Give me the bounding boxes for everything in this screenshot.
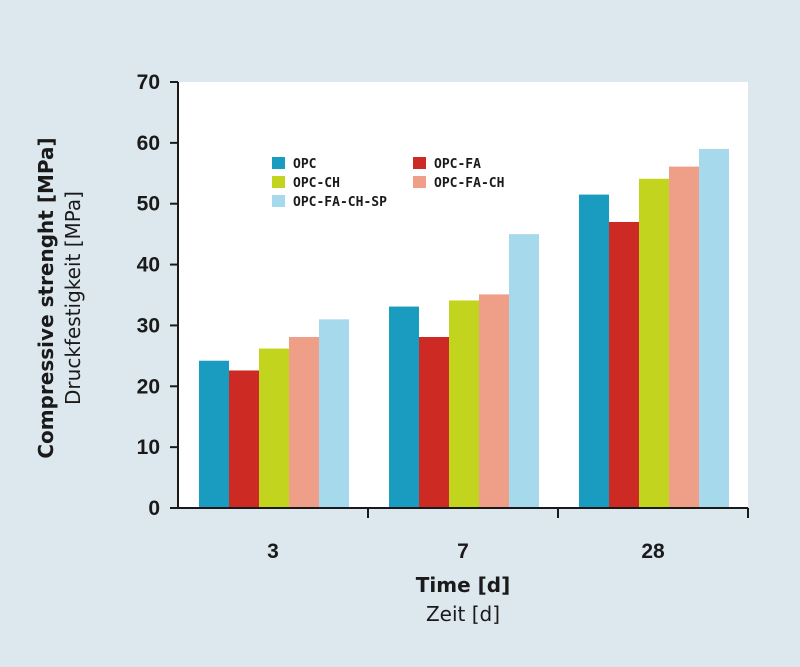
x-axis-subtitle: Zeit [d]: [426, 602, 500, 626]
y-axis-title: Compressive strenght [MPa]: [34, 137, 58, 458]
bar-opc-ch-day-7: [449, 300, 479, 508]
y-tick-label: 60: [137, 132, 160, 155]
legend-label: OPC-FA-CH: [434, 176, 504, 191]
legend-label: OPC-CH: [293, 176, 340, 191]
legend-label: OPC: [293, 157, 316, 172]
bar-opc-fa-ch-sp-day-28: [699, 148, 729, 508]
bar-opc-fa-ch-day-7: [479, 294, 509, 508]
x-category-label: 28: [641, 540, 665, 563]
y-tick-label: 30: [137, 314, 160, 337]
bar-opc-fa-ch-day-3: [289, 336, 319, 508]
bars-group: [199, 148, 729, 509]
legend-label: OPC-FA-CH-SP: [293, 195, 387, 210]
bar-opc-fa-ch-sp-day-3: [319, 319, 349, 508]
bar-opc-day-3: [199, 360, 229, 508]
y-tick-label: 70: [137, 71, 160, 94]
y-tick-label: 50: [137, 193, 160, 216]
bar-opc-fa-ch-sp-day-7: [509, 234, 539, 508]
x-category-label: 3: [267, 540, 279, 563]
y-tick-label: 40: [137, 254, 160, 277]
legend-label: OPC-FA: [434, 157, 481, 172]
x-axis-title: Time [d]: [416, 573, 510, 597]
bar-opc-fa-day-28: [609, 221, 639, 508]
y-axis-ticks: 0 10 20 30 40 50 60 70: [137, 71, 178, 520]
legend-swatch-opc-ch: [272, 176, 285, 188]
bar-opc-ch-day-28: [639, 178, 669, 508]
legend-swatch-opc-fa: [413, 157, 426, 169]
x-category-label: 7: [457, 540, 469, 563]
y-axis-subtitle: Druckfestigkeit [MPa]: [61, 191, 85, 405]
legend-swatch-opc: [272, 157, 285, 169]
legend-swatch-opc-fa-ch-sp: [272, 195, 285, 207]
y-tick-label: 0: [148, 497, 160, 520]
legend-swatch-opc-fa-ch: [413, 176, 426, 188]
x-axis-ticks: 3 7 28: [267, 508, 749, 563]
bar-opc-day-7: [389, 306, 419, 508]
bar-opc-day-28: [579, 194, 609, 509]
legend: OPC OPC-FA OPC-CH OPC-FA-CH OPC-FA-CH-SP: [272, 157, 504, 210]
y-tick-label: 20: [137, 375, 160, 398]
bar-opc-fa-ch-day-28: [669, 166, 699, 508]
bar-opc-ch-day-3: [259, 348, 289, 508]
y-tick-label: 10: [137, 436, 160, 459]
bar-opc-fa-day-7: [419, 336, 449, 508]
bar-opc-fa-day-3: [229, 370, 259, 508]
